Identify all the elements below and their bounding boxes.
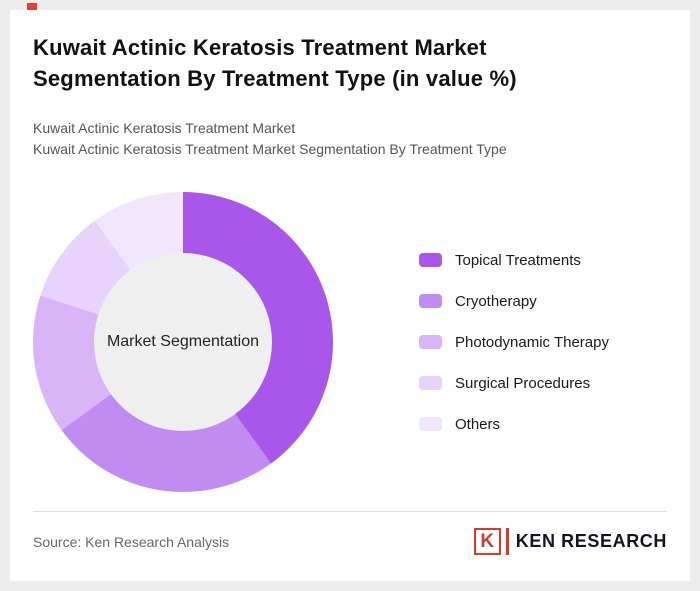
ken-research-logo: K KEN RESEARCH <box>473 528 667 555</box>
legend-swatch <box>419 417 442 432</box>
chart-card: Kuwait Actinic Keratosis Treatment Marke… <box>10 10 690 581</box>
legend-item: Photodynamic Therapy <box>419 334 609 351</box>
legend-item: Topical Treatments <box>419 252 609 269</box>
page-title-line1: Kuwait Actinic Keratosis Treatment Marke… <box>33 35 487 60</box>
logo-divider-bar <box>505 528 509 555</box>
legend-label: Others <box>455 415 501 433</box>
page-title-line2: Segmentation By Treatment Type (in value… <box>33 66 517 92</box>
legend-swatch <box>419 335 442 350</box>
donut-chart: Market Segmentation <box>33 192 333 493</box>
subtitle-market: Kuwait Actinic Keratosis Treatment Marke… <box>33 120 296 137</box>
chart-area: Market Segmentation Topical Treatments Cr… <box>33 192 667 493</box>
subtitle-segmentation: Kuwait Actinic Keratosis Treatment Marke… <box>33 141 507 158</box>
legend-label: Topical Treatments <box>455 251 581 269</box>
page-title: Kuwait Actinic Keratosis Treatment Marke… <box>33 32 667 94</box>
legend-swatch <box>419 376 442 391</box>
legend: Topical Treatments Cryotherapy Photodynami… <box>419 252 609 433</box>
legend-label: Cryotherapy <box>455 292 537 310</box>
footer-divider <box>33 511 667 512</box>
red-marker <box>27 3 37 13</box>
logo-k-icon: K <box>473 528 501 555</box>
subtitle-block: Kuwait Actinic Keratosis Treatment Marke… <box>33 118 667 160</box>
donut-hole: Market Segmentation <box>94 253 272 432</box>
legend-label: Surgical Procedures <box>455 374 591 392</box>
donut-center-label: Market Segmentation <box>106 333 260 351</box>
legend-swatch <box>419 294 442 309</box>
logo-wordmark: KEN RESEARCH <box>515 531 667 551</box>
legend-item: Others <box>419 416 609 433</box>
legend-item: Cryotherapy <box>419 293 609 310</box>
source-text: Source: Ken Research Analysis <box>33 533 230 550</box>
legend-item: Surgical Procedures <box>419 375 609 392</box>
footer: Source: Ken Research Analysis K KEN RESE… <box>33 511 667 555</box>
legend-label: Photodynamic Therapy <box>455 333 609 351</box>
legend-swatch <box>419 253 442 268</box>
